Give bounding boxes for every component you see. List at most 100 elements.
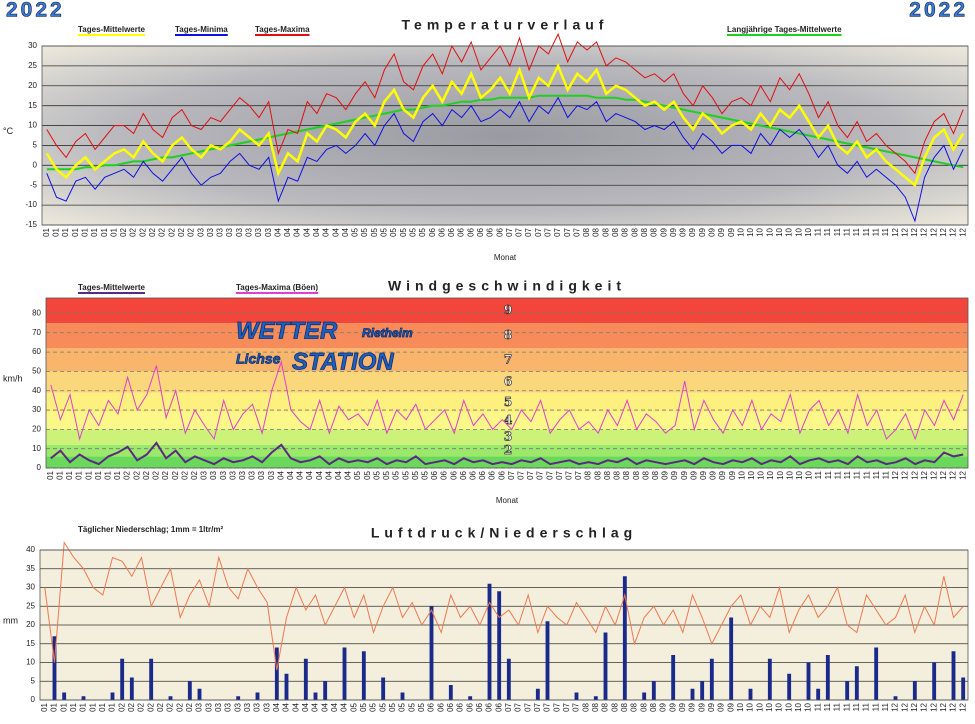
x-tick-label: 03 [228,470,237,479]
x-tick-label: 08 [621,227,630,236]
x-tick-label: 12 [910,227,919,236]
bar [361,651,366,700]
plot-frame [41,45,969,226]
series-line [46,96,964,223]
y-axis-label: mm [3,615,18,625]
x-tick-label: 03 [254,227,263,236]
x-tick-label: 08 [592,227,601,236]
x-tick-label: 04 [340,702,349,711]
bar [748,688,753,700]
x-tick-label: 03 [244,227,253,236]
x-tick-label: 06 [488,470,497,479]
bar [274,647,279,700]
x-tick-label: 08 [584,470,593,479]
bar [313,692,318,700]
x-tick-label: 06 [475,702,484,711]
bar [535,688,540,700]
beaufort-label: 4 [504,413,512,427]
x-tick-label: 11 [823,702,832,711]
x-tick-label: 06 [486,227,495,236]
x-tick-label: 04 [276,470,285,479]
bar [893,696,898,700]
x-tick-label: 11 [813,702,822,711]
x-tick-label: 08 [632,470,641,479]
x-tick-label: 06 [495,227,504,236]
series-line [50,441,964,466]
x-tick-label: 01 [84,470,93,479]
bar [284,673,289,700]
x-tick-label: 05 [369,702,378,711]
x-tick-label: 02 [142,470,151,479]
x-tick-label: 03 [225,227,234,236]
x-tick-label: 04 [344,470,353,479]
y-tick-label: 10 [26,658,35,667]
bar [709,658,714,700]
x-tick-label: 06 [456,702,465,711]
x-tick-label: 12 [958,227,967,236]
x-tick-label: 09 [699,470,708,479]
x-tick-label: 10 [765,702,774,711]
x-tick-label: 11 [843,227,852,236]
legend-label: Tages-Mittelwerte [78,25,146,34]
x-tick-label: 11 [833,227,842,236]
x-tick-label: 10 [736,702,745,711]
x-tick-label: 12 [900,227,909,236]
x-tick-label: 08 [613,470,622,479]
x-tick-label: 04 [334,470,343,479]
series-line [50,359,964,441]
year-left: 2022 [6,0,65,22]
x-tick-label: 02 [117,702,126,711]
x-tick-label: 10 [765,227,774,236]
x-tick-label: 05 [411,470,420,479]
x-tick-label: 08 [639,702,648,711]
bar [593,696,598,700]
x-tick-label: 12 [949,227,958,236]
x-tick-label: 02 [180,470,189,479]
x-tick-label: 12 [929,227,938,236]
x-tick-label: 07 [507,470,516,479]
bar [468,696,473,700]
x-tick-label: 03 [219,470,228,479]
series-line [46,32,964,175]
bar [816,688,821,700]
bar [236,696,241,700]
beaufort-label: 3 [504,430,512,444]
y-tick-label: 60 [32,347,41,356]
x-tick-label: 10 [776,470,785,479]
x-tick-label: 05 [380,227,389,236]
y-tick-label: 80 [32,309,41,318]
beaufort-band [46,392,968,412]
x-tick-label: 10 [737,470,746,479]
x-tick-label: 07 [552,702,561,711]
x-tick-label: 09 [659,702,668,711]
x-tick-label: 04 [293,227,302,236]
bar [400,692,405,700]
x-tick-label: 09 [668,702,677,711]
x-tick-label: 06 [457,227,466,236]
x-tick-label: 11 [871,702,880,711]
beaufort-label: 6 [504,375,512,389]
beaufort-band [46,429,968,445]
y-tick-label: 0 [37,463,42,472]
x-tick-label: 01 [52,227,61,236]
plot-frame [45,297,969,469]
series-line [44,540,964,671]
x-tick-label: 05 [382,470,391,479]
beaufort-band [46,411,968,430]
x-tick-label: 06 [497,470,506,479]
bar [429,606,434,700]
x-tick-label: 07 [545,470,554,479]
x-tick-label: 01 [79,702,88,711]
x-tick-label: 06 [478,470,487,479]
x-tick-label: 03 [233,702,242,711]
x-tick-label: 11 [814,227,823,236]
series-line [45,62,965,188]
bar [825,655,830,700]
bar [642,692,647,700]
x-tick-label: 10 [785,227,794,236]
x-tick-label: 07 [565,470,574,479]
beaufort-label: 9 [504,303,512,317]
x-tick-label: 01 [109,227,118,236]
x-tick-label: 03 [248,470,257,479]
